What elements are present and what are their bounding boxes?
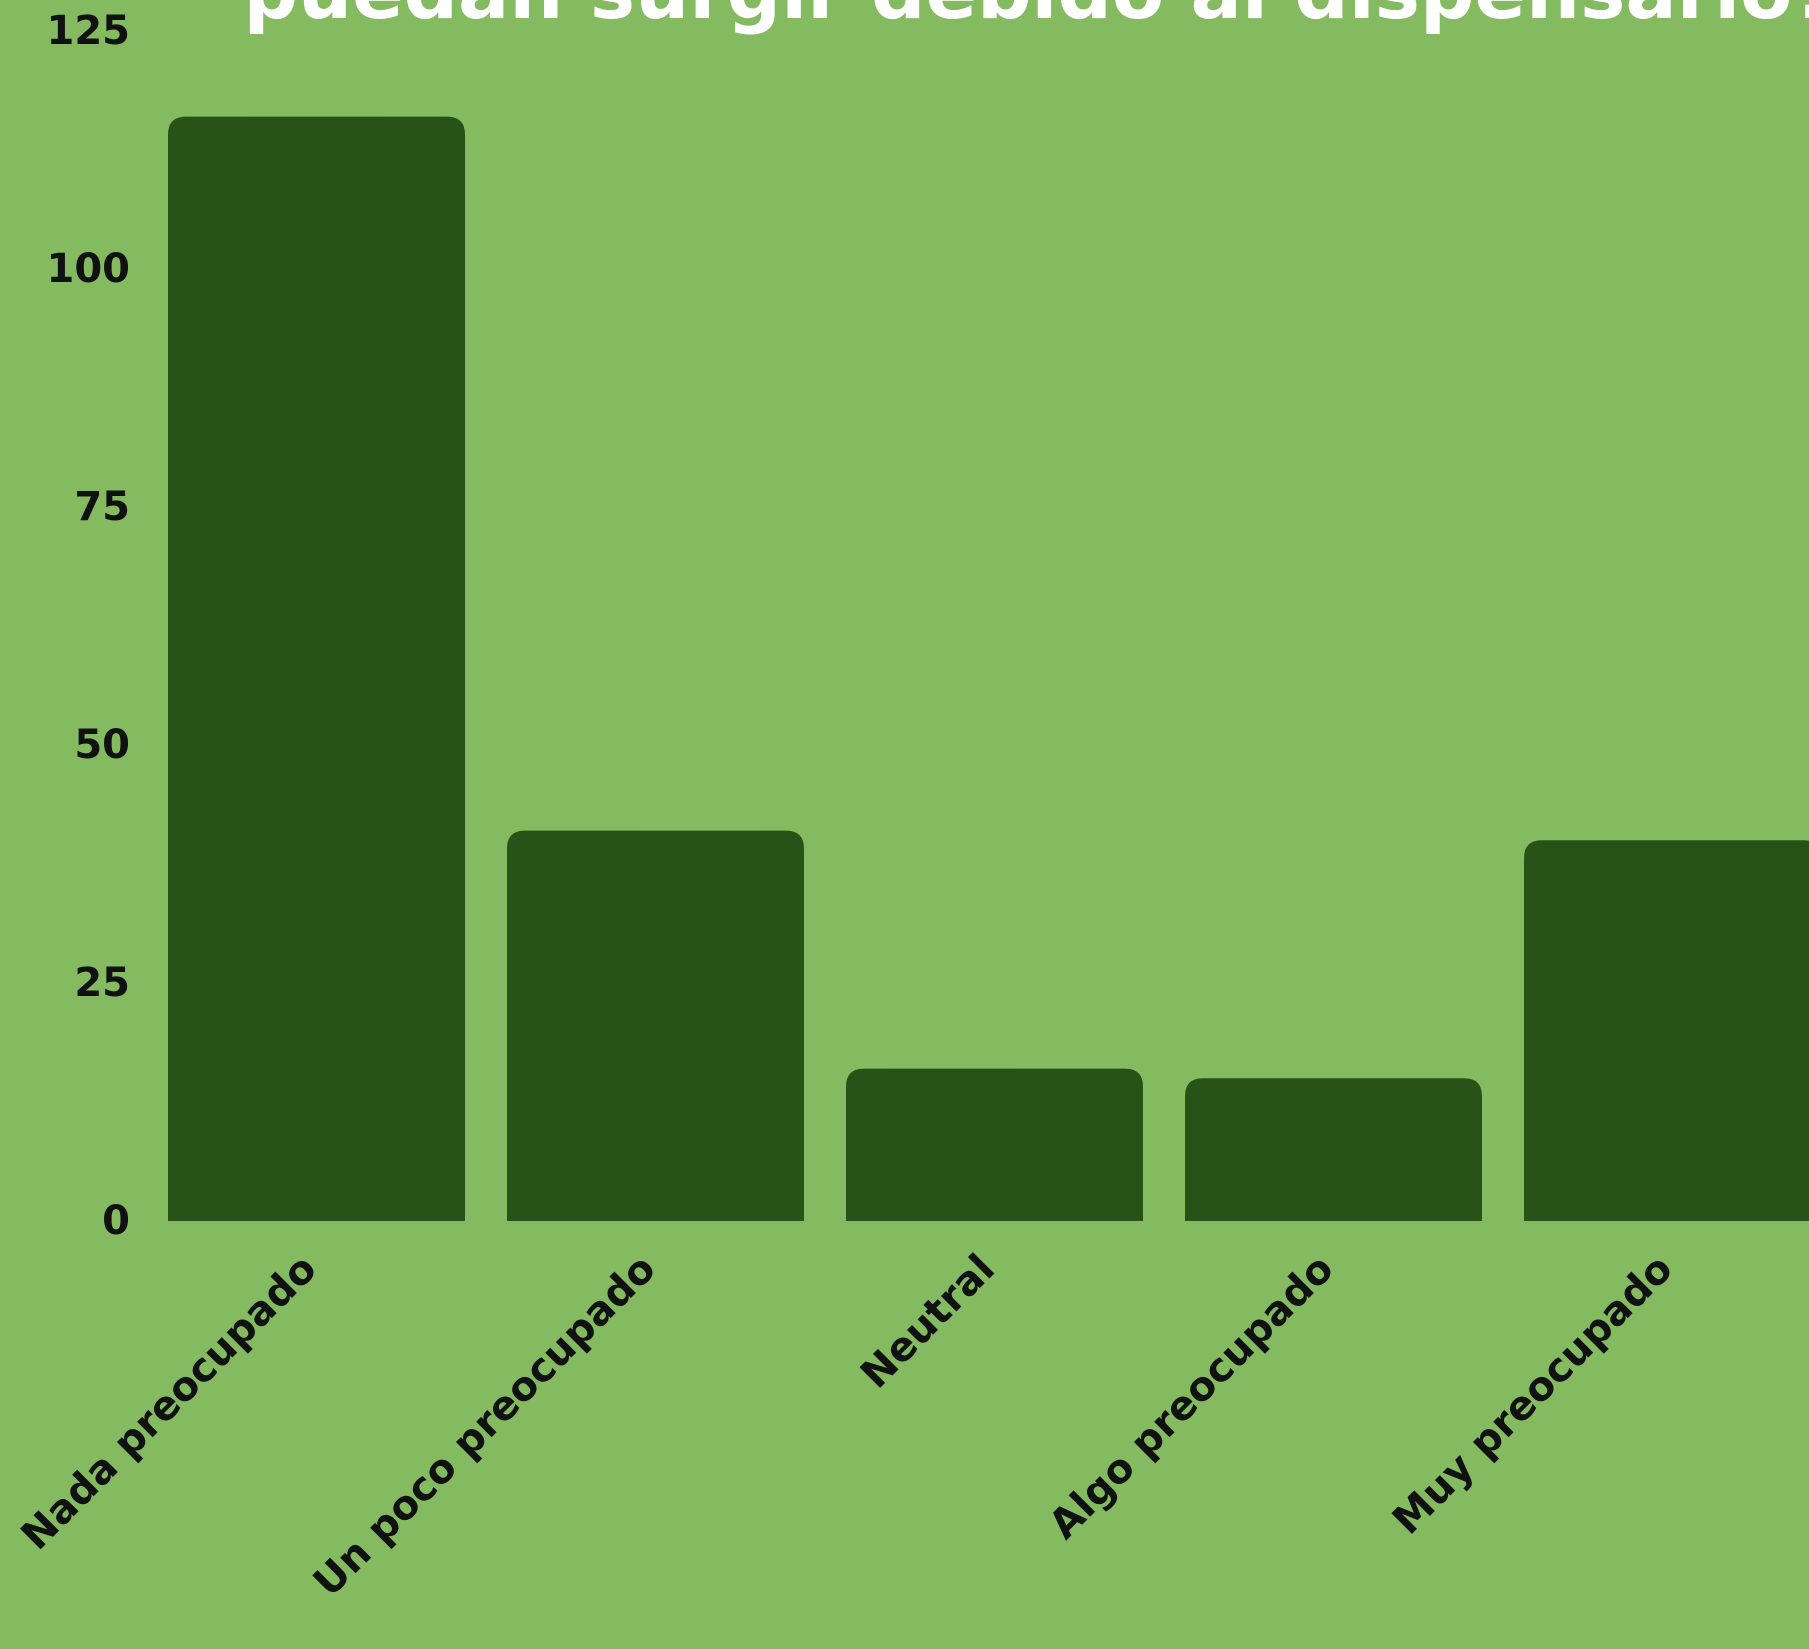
y-tick-label: 25 bbox=[74, 960, 130, 1006]
bar-neutral bbox=[846, 1068, 1143, 1221]
bar-nada-preocupado bbox=[168, 116, 465, 1221]
y-tick-label: 50 bbox=[74, 722, 130, 768]
chart-title: puedan surgir debido al dispensario? bbox=[244, 0, 1809, 36]
bar-un-poco-preocupado bbox=[507, 830, 804, 1221]
bars bbox=[168, 116, 1809, 1221]
y-axis: 0 25 50 75 100 125 bbox=[47, 8, 131, 1244]
bar-algo-preocupado bbox=[1185, 1078, 1482, 1221]
y-tick-label: 125 bbox=[47, 8, 131, 54]
y-tick-label: 100 bbox=[47, 246, 131, 292]
bar-muy-preocupado bbox=[1524, 840, 1809, 1221]
y-tick-label: 75 bbox=[74, 484, 130, 530]
y-tick-label: 0 bbox=[102, 1198, 130, 1244]
